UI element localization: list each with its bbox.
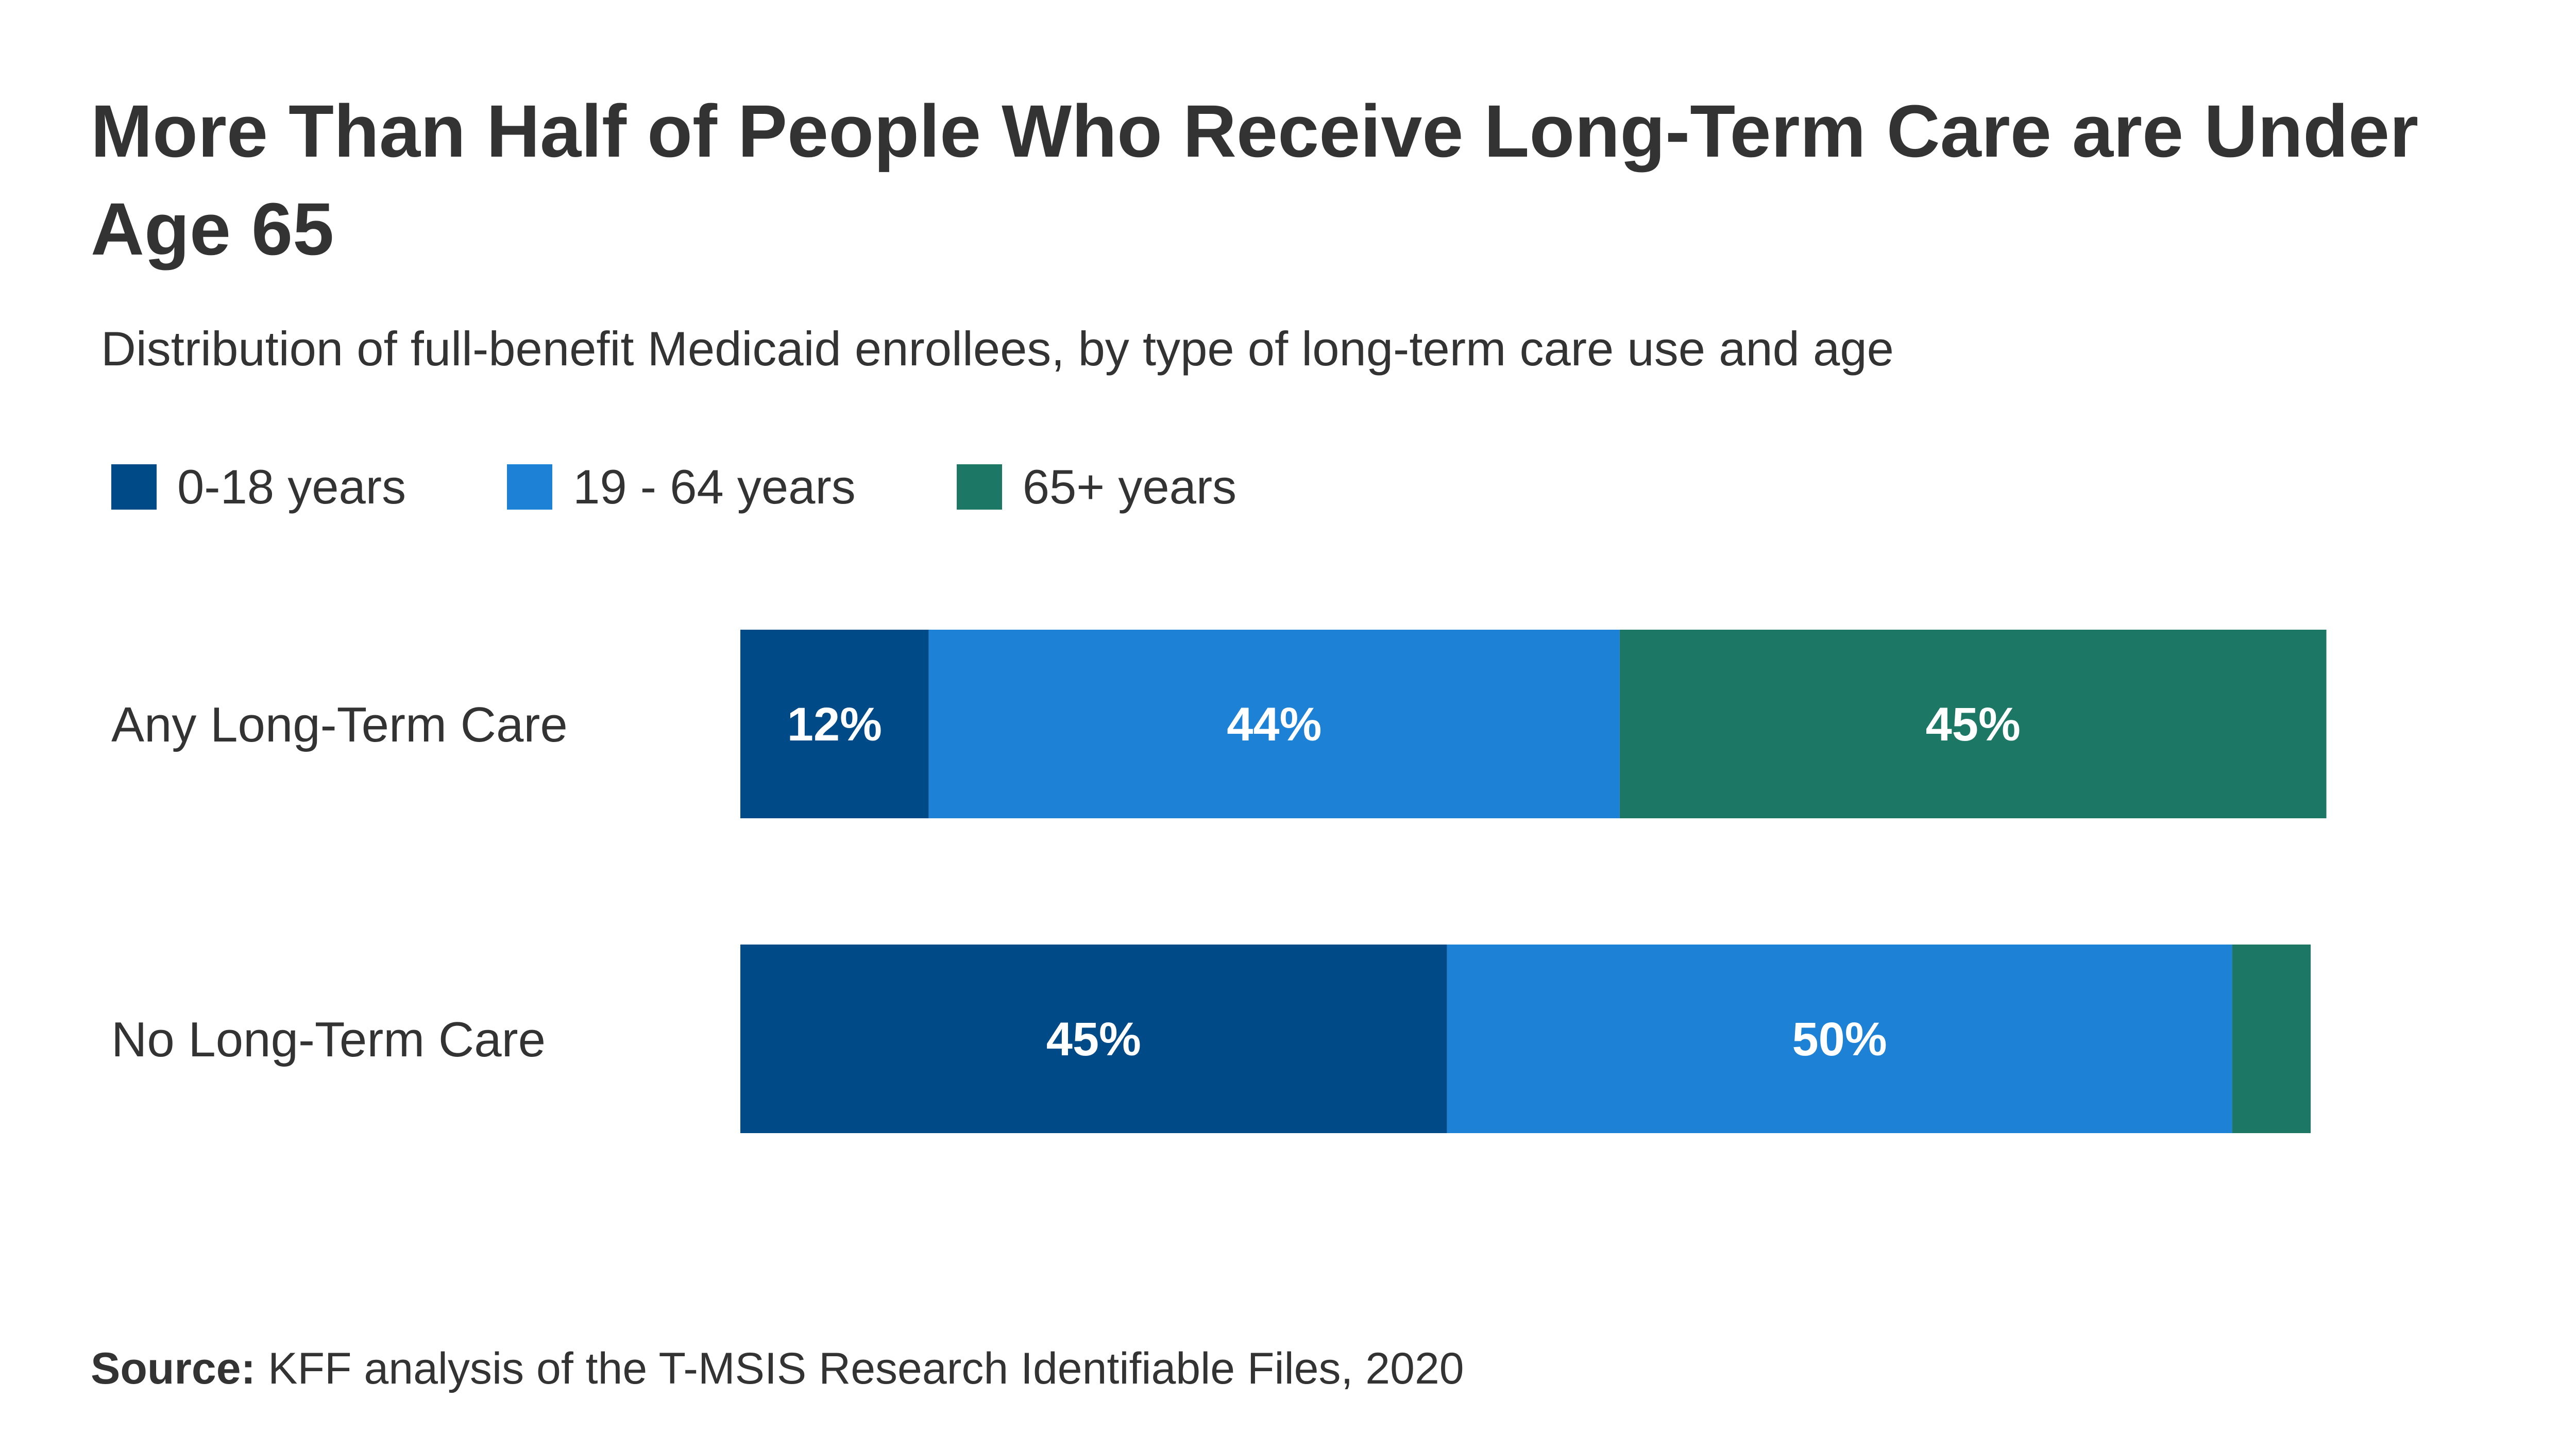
bar-segment bbox=[1447, 945, 2232, 1133]
chart-subtitle: Distribution of full-benefit Medicaid en… bbox=[101, 322, 1894, 376]
bar-segment bbox=[740, 945, 1447, 1133]
data-label: 45% bbox=[1046, 1013, 1141, 1066]
legend-swatch-0-18 bbox=[111, 464, 157, 510]
legend-item-19-64: 19 - 64 years bbox=[507, 453, 856, 520]
bar-segment bbox=[1619, 630, 2327, 818]
legend: 0-18 years 19 - 64 years 65+ years bbox=[111, 453, 1337, 520]
legend-swatch-65-plus bbox=[956, 464, 1002, 510]
bar-segment bbox=[740, 630, 929, 818]
data-label: 44% bbox=[1227, 698, 1321, 751]
data-label: 50% bbox=[1792, 1013, 1887, 1066]
bar-segment bbox=[2232, 945, 2311, 1133]
source-label: Source: bbox=[91, 1344, 256, 1393]
source-text: KFF analysis of the T-MSIS Research Iden… bbox=[268, 1344, 1464, 1393]
legend-label-19-64: 19 - 64 years bbox=[573, 460, 856, 514]
bar-segment bbox=[928, 630, 1620, 818]
category-label: No Long-Term Care bbox=[111, 1012, 546, 1067]
legend-item-65-plus: 65+ years bbox=[956, 453, 1237, 520]
legend-label-0-18: 0-18 years bbox=[177, 460, 406, 514]
chart-title: More Than Half of People Who Receive Lon… bbox=[91, 90, 2419, 271]
data-label: 12% bbox=[787, 698, 882, 751]
data-label: 45% bbox=[1926, 698, 2021, 751]
legend-label-65-plus: 65+ years bbox=[1022, 460, 1237, 514]
legend-item-0-18: 0-18 years bbox=[111, 453, 406, 520]
category-label: Any Long-Term Care bbox=[111, 697, 568, 752]
source-note: Source: KFF analysis of the T-MSIS Resea… bbox=[91, 1338, 1464, 1400]
legend-swatch-19-64 bbox=[507, 464, 553, 510]
